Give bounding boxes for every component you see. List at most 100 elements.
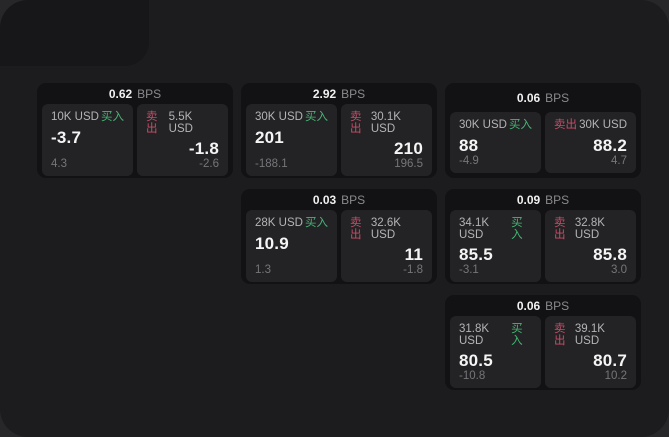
sell-button[interactable]: 卖出 (350, 111, 362, 135)
sell-panel[interactable]: 卖出 5.5K USD -1.8 -2.6 (137, 104, 228, 177)
buy-panel[interactable]: 34.1K USD 买入 85.5 -3.1 (450, 210, 541, 283)
quote-card: 0.06 BPS 30K USD 买入 88 -4.9 卖出 30K USD (445, 83, 641, 178)
sell-price: 80.7 (593, 351, 627, 370)
buy-delta: 4.3 (51, 157, 67, 170)
buy-delta: -10.8 (459, 369, 486, 382)
sell-button[interactable]: 卖出 (554, 323, 566, 347)
sell-price: 210 (394, 139, 423, 158)
buy-button[interactable]: 买入 (511, 323, 523, 347)
sell-price: 85.8 (593, 245, 627, 264)
buy-panel[interactable]: 10K USD 买入 -3.7 4.3 (42, 104, 133, 177)
card-body: 28K USD 买入 10.9 1.3 卖出 32.6K USD 11 -1.8 (241, 206, 437, 287)
sell-delta: -1.8 (403, 263, 423, 276)
bps-suffix-label: BPS (545, 91, 570, 105)
sell-panel-top-row: 卖出 30.1K USD (350, 111, 423, 135)
sell-price: 88.2 (593, 135, 627, 155)
sell-panel[interactable]: 卖出 32.6K USD 11 -1.8 (341, 210, 432, 283)
bps-value: 0.03 (312, 193, 337, 207)
buy-price: 80.5 (459, 351, 493, 370)
sell-price: -1.8 (188, 139, 219, 158)
sell-panel-top-row: 卖出 32.8K USD (554, 217, 627, 241)
sell-delta: 3.0 (611, 263, 627, 276)
corner-overlay (0, 0, 149, 66)
bps-value: 0.62 (108, 87, 133, 101)
buy-button[interactable]: 买入 (305, 217, 328, 229)
card-body: 30K USD 买入 88 -4.9 卖出 30K USD 88.2 4.7 (445, 108, 641, 178)
buy-panel-top-row: 10K USD 买入 (51, 111, 124, 124)
sell-panel-top-row: 卖出 39.1K USD (554, 323, 627, 347)
buy-button[interactable]: 买入 (305, 111, 328, 123)
sell-panel[interactable]: 卖出 30.1K USD 210 196.5 (341, 104, 432, 177)
card-body: 30K USD 买入 201 -188.1 卖出 30.1K USD 210 1… (241, 100, 437, 181)
sell-delta: -2.6 (199, 157, 219, 170)
buy-size: 30K USD (459, 119, 507, 131)
quote-card: 0.09 BPS 34.1K USD 买入 85.5 -3.1 卖出 32.8K… (445, 189, 641, 284)
buy-panel[interactable]: 30K USD 买入 201 -188.1 (246, 104, 337, 177)
quote-card: 0.03 BPS 28K USD 买入 10.9 1.3 卖出 32.6K US… (241, 189, 437, 284)
buy-panel-top-row: 30K USD 买入 (459, 119, 532, 132)
buy-size: 31.8K USD (459, 323, 490, 347)
sell-price: 11 (404, 245, 423, 264)
buy-size: 34.1K USD (459, 217, 490, 241)
bps-header: 0.09 BPS (445, 189, 641, 206)
buy-panel-top-row: 31.8K USD 买入 (459, 323, 532, 347)
sell-panel[interactable]: 卖出 30K USD 88.2 4.7 (545, 112, 636, 173)
quote-card: 0.62 BPS 10K USD 买入 -3.7 4.3 卖出 5.5K USD (37, 83, 233, 178)
buy-panel[interactable]: 31.8K USD 买入 80.5 -10.8 (450, 316, 541, 389)
sell-button[interactable]: 卖出 (554, 119, 577, 131)
card-body: 10K USD 买入 -3.7 4.3 卖出 5.5K USD -1.8 -2.… (37, 100, 233, 181)
bps-header: 0.03 BPS (241, 189, 437, 206)
sell-size: 30K USD (579, 119, 627, 131)
sell-panel-top-row: 卖出 32.6K USD (350, 217, 423, 241)
sell-panel[interactable]: 卖出 32.8K USD 85.8 3.0 (545, 210, 636, 283)
sell-size: 32.6K USD (370, 217, 401, 241)
buy-size: 10K USD (51, 111, 99, 123)
buy-panel[interactable]: 28K USD 买入 10.9 1.3 (246, 210, 337, 283)
buy-delta: -4.9 (459, 154, 479, 167)
sell-delta: 4.7 (611, 154, 627, 167)
buy-size: 30K USD (255, 111, 303, 123)
bps-value: 0.06 (516, 299, 541, 313)
buy-button[interactable]: 买入 (511, 217, 523, 241)
bps-header: 0.06 BPS (445, 83, 641, 108)
sell-button[interactable]: 卖出 (146, 111, 158, 135)
sell-size: 39.1K USD (574, 323, 605, 347)
bps-value: 0.06 (516, 91, 541, 105)
bps-suffix-label: BPS (545, 299, 570, 313)
buy-delta: -188.1 (255, 157, 288, 170)
buy-panel-top-row: 30K USD 买入 (255, 111, 328, 124)
buy-price: 85.5 (459, 245, 493, 264)
buy-price: 88 (459, 135, 479, 155)
bps-suffix-label: BPS (341, 193, 366, 207)
quote-card: 0.06 BPS 31.8K USD 买入 80.5 -10.8 卖出 39.1… (445, 295, 641, 390)
buy-price: 201 (255, 127, 284, 147)
buy-button[interactable]: 买入 (509, 119, 532, 131)
card-body: 31.8K USD 买入 80.5 -10.8 卖出 39.1K USD 80.… (445, 312, 641, 393)
buy-button[interactable]: 买入 (101, 111, 124, 123)
buy-size: 28K USD (255, 217, 303, 229)
bps-suffix-label: BPS (341, 87, 366, 101)
sell-button[interactable]: 卖出 (350, 217, 362, 241)
quote-card-grid: 0.62 BPS 10K USD 买入 -3.7 4.3 卖出 5.5K USD (37, 83, 641, 390)
sell-button[interactable]: 卖出 (554, 217, 566, 241)
sell-panel[interactable]: 卖出 39.1K USD 80.7 10.2 (545, 316, 636, 389)
sell-size: 32.8K USD (574, 217, 605, 241)
buy-panel-top-row: 28K USD 买入 (255, 217, 328, 230)
sell-size: 30.1K USD (370, 111, 401, 135)
bps-header: 0.06 BPS (445, 295, 641, 312)
bps-header: 0.62 BPS (37, 83, 233, 100)
buy-panel[interactable]: 30K USD 买入 88 -4.9 (450, 112, 541, 173)
buy-panel-top-row: 34.1K USD 买入 (459, 217, 532, 241)
bps-value: 2.92 (312, 87, 337, 101)
buy-price: -3.7 (51, 127, 82, 147)
bps-value: 0.09 (516, 193, 541, 207)
sell-delta: 196.5 (394, 157, 423, 170)
sell-panel-top-row: 卖出 30K USD (554, 119, 627, 132)
card-body: 34.1K USD 买入 85.5 -3.1 卖出 32.8K USD 85.8… (445, 206, 641, 287)
bps-suffix-label: BPS (137, 87, 162, 101)
sell-panel-top-row: 卖出 5.5K USD (146, 111, 219, 135)
bps-suffix-label: BPS (545, 193, 570, 207)
sell-size: 5.5K USD (168, 111, 193, 135)
sell-delta: 10.2 (604, 369, 627, 382)
